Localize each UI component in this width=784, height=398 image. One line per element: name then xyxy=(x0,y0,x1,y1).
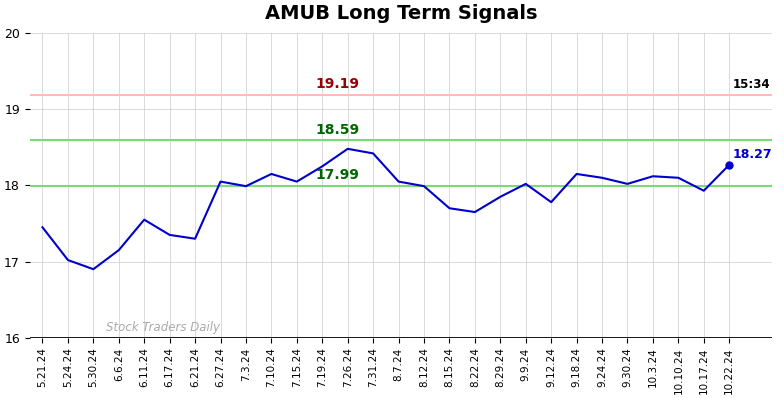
Text: 19.19: 19.19 xyxy=(316,77,360,91)
Text: Stock Traders Daily: Stock Traders Daily xyxy=(106,321,220,334)
Text: 15:34: 15:34 xyxy=(733,78,771,91)
Text: 18.27: 18.27 xyxy=(733,148,773,161)
Title: AMUB Long Term Signals: AMUB Long Term Signals xyxy=(265,4,537,23)
Text: 17.99: 17.99 xyxy=(316,168,360,182)
Text: 18.59: 18.59 xyxy=(316,123,360,137)
